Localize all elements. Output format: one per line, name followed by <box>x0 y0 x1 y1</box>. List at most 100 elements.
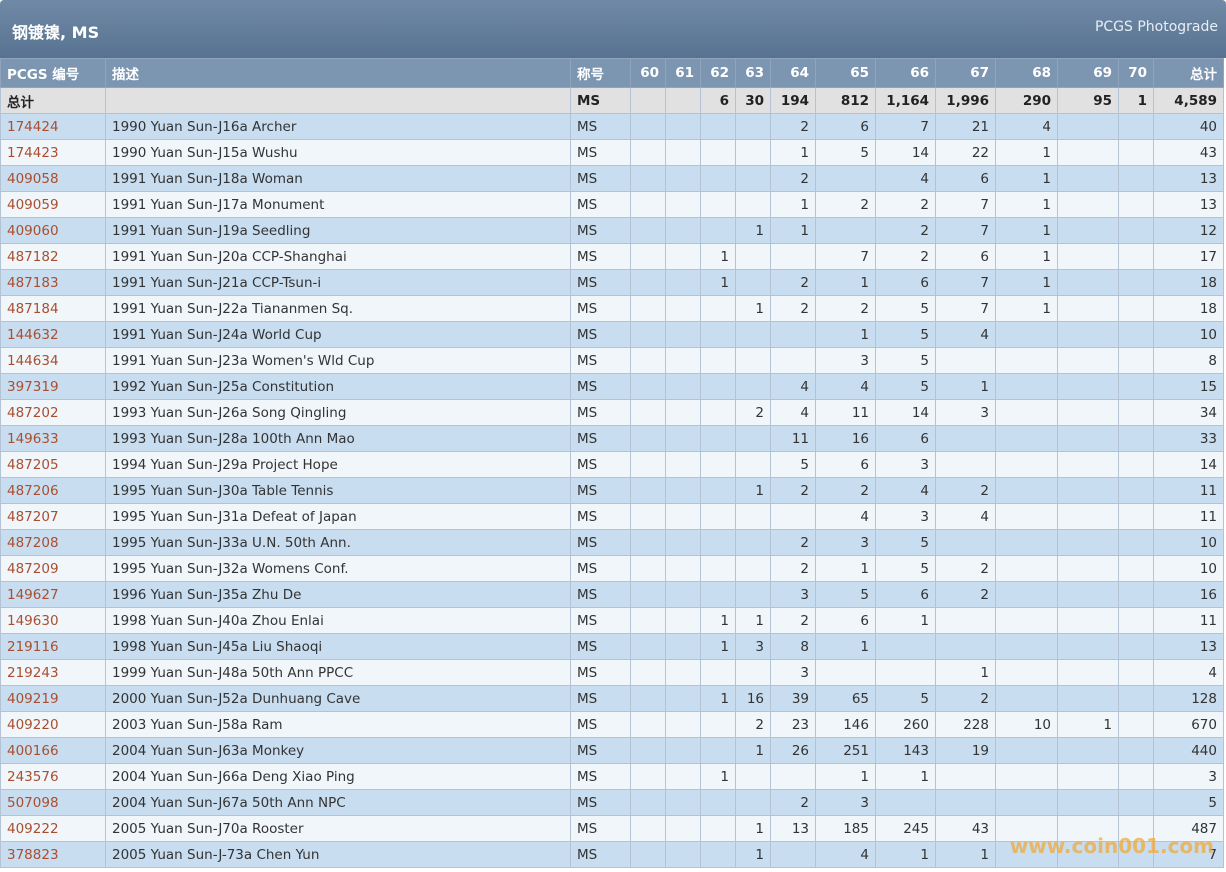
count-cell: 40 <box>1153 113 1224 140</box>
count-cell: 3 <box>770 659 816 686</box>
count-cell: 4 <box>995 113 1058 140</box>
count-cell <box>630 87 666 114</box>
table-row: 144632 1991 Yuan Sun-J24a World Cup MS 1 5 4 1… <box>0 321 1224 348</box>
description: 2004 Yuan Sun-J63a Monkey <box>105 737 571 764</box>
count-cell <box>1118 321 1154 348</box>
count-cell: 6 <box>875 425 936 452</box>
count-cell <box>1118 659 1154 686</box>
count-cell: 13 <box>1153 191 1224 218</box>
count-cell <box>1118 737 1154 764</box>
count-cell: 5 <box>875 321 936 348</box>
count-cell: 2 <box>770 555 816 582</box>
count-cell <box>1118 789 1154 816</box>
count-cell: 11 <box>1153 477 1224 504</box>
count-cell: 1 <box>700 269 736 296</box>
count-cell <box>1118 373 1154 400</box>
count-cell: 12 <box>1153 217 1224 244</box>
description: 1991 Yuan Sun-J17a Monument <box>105 191 571 218</box>
count-cell <box>665 87 701 114</box>
count-cell: 3 <box>815 347 876 374</box>
count-cell <box>630 581 666 608</box>
count-cell: 5 <box>875 373 936 400</box>
table-row: 174423 1990 Yuan Sun-J15a Wushu MS 1 5 14 22 1 4… <box>0 139 1224 166</box>
count-cell: 1,996 <box>935 87 996 114</box>
table-row: 507098 2004 Yuan Sun-J67a 50th Ann NPC MS 2… <box>0 789 1224 816</box>
count-cell: 1 <box>815 269 876 296</box>
count-cell <box>735 191 771 218</box>
pcgs-number: 409222 <box>0 815 106 842</box>
count-cell: 8 <box>770 633 816 660</box>
count-cell <box>770 347 816 374</box>
pcgs-number: 397319 <box>0 373 106 400</box>
count-cell <box>630 217 666 244</box>
total-row: 总计 MS 6 30 194 812 1,164 1,996 290 95 1 4,589 <box>0 87 1224 114</box>
count-cell <box>1057 555 1119 582</box>
column-header: PCGS 编号 <box>0 58 106 88</box>
count-cell: 146 <box>815 711 876 738</box>
count-cell <box>700 841 736 868</box>
count-cell <box>1118 581 1154 608</box>
count-cell <box>665 815 701 842</box>
count-cell <box>735 503 771 530</box>
description: 1994 Yuan Sun-J29a Project Hope <box>105 451 571 478</box>
count-cell <box>1057 425 1119 452</box>
count-cell <box>1057 399 1119 426</box>
count-cell <box>815 165 876 192</box>
count-cell: 4 <box>935 503 996 530</box>
count-cell <box>630 399 666 426</box>
count-cell <box>1057 347 1119 374</box>
count-cell <box>630 503 666 530</box>
count-cell <box>630 113 666 140</box>
count-cell: 19 <box>935 737 996 764</box>
count-cell <box>1118 841 1154 868</box>
count-cell <box>995 633 1058 660</box>
count-cell <box>995 425 1058 452</box>
count-cell: 3 <box>1153 763 1224 790</box>
count-cell: 1 <box>735 477 771 504</box>
count-cell: 1 <box>875 607 936 634</box>
count-cell: 5 <box>815 139 876 166</box>
count-cell: 143 <box>875 737 936 764</box>
count-cell <box>1118 113 1154 140</box>
count-cell: 14 <box>875 139 936 166</box>
count-cell: 4 <box>935 321 996 348</box>
count-cell <box>665 269 701 296</box>
count-cell: 1 <box>700 243 736 270</box>
count-cell <box>630 659 666 686</box>
count-cell: 4 <box>815 373 876 400</box>
table-row: 409059 1991 Yuan Sun-J17a Monument MS 1 2 2 7 1… <box>0 191 1224 218</box>
count-cell <box>1118 633 1154 660</box>
count-cell <box>1057 321 1119 348</box>
table-row: 487182 1991 Yuan Sun-J20a CCP-Shanghai MS 1… <box>0 243 1224 270</box>
designation: MS <box>570 815 631 842</box>
count-cell <box>630 685 666 712</box>
description: 1990 Yuan Sun-J16a Archer <box>105 113 571 140</box>
designation: MS <box>570 295 631 322</box>
column-header: 64 <box>770 58 816 88</box>
count-cell <box>630 165 666 192</box>
count-cell: 4 <box>875 477 936 504</box>
count-cell <box>630 477 666 504</box>
title: 钢镀镍, MS <box>12 23 100 42</box>
count-cell <box>875 659 936 686</box>
count-cell <box>630 841 666 868</box>
pcgs-number: 149627 <box>0 581 106 608</box>
count-cell <box>735 529 771 556</box>
count-cell <box>700 321 736 348</box>
count-cell <box>735 763 771 790</box>
count-cell <box>1057 113 1119 140</box>
count-cell: 10 <box>995 711 1058 738</box>
count-cell: 7 <box>935 269 996 296</box>
count-cell <box>1118 607 1154 634</box>
count-cell <box>665 555 701 582</box>
count-cell: 26 <box>770 737 816 764</box>
pcgs-number: 378823 <box>0 841 106 868</box>
count-cell <box>995 581 1058 608</box>
description: 2005 Yuan Sun-J70a Rooster <box>105 815 571 842</box>
description: 1991 Yuan Sun-J18a Woman <box>105 165 571 192</box>
pcgs-number: 487209 <box>0 555 106 582</box>
count-cell <box>735 451 771 478</box>
count-cell <box>995 815 1058 842</box>
count-cell <box>665 659 701 686</box>
count-cell: 14 <box>1153 451 1224 478</box>
